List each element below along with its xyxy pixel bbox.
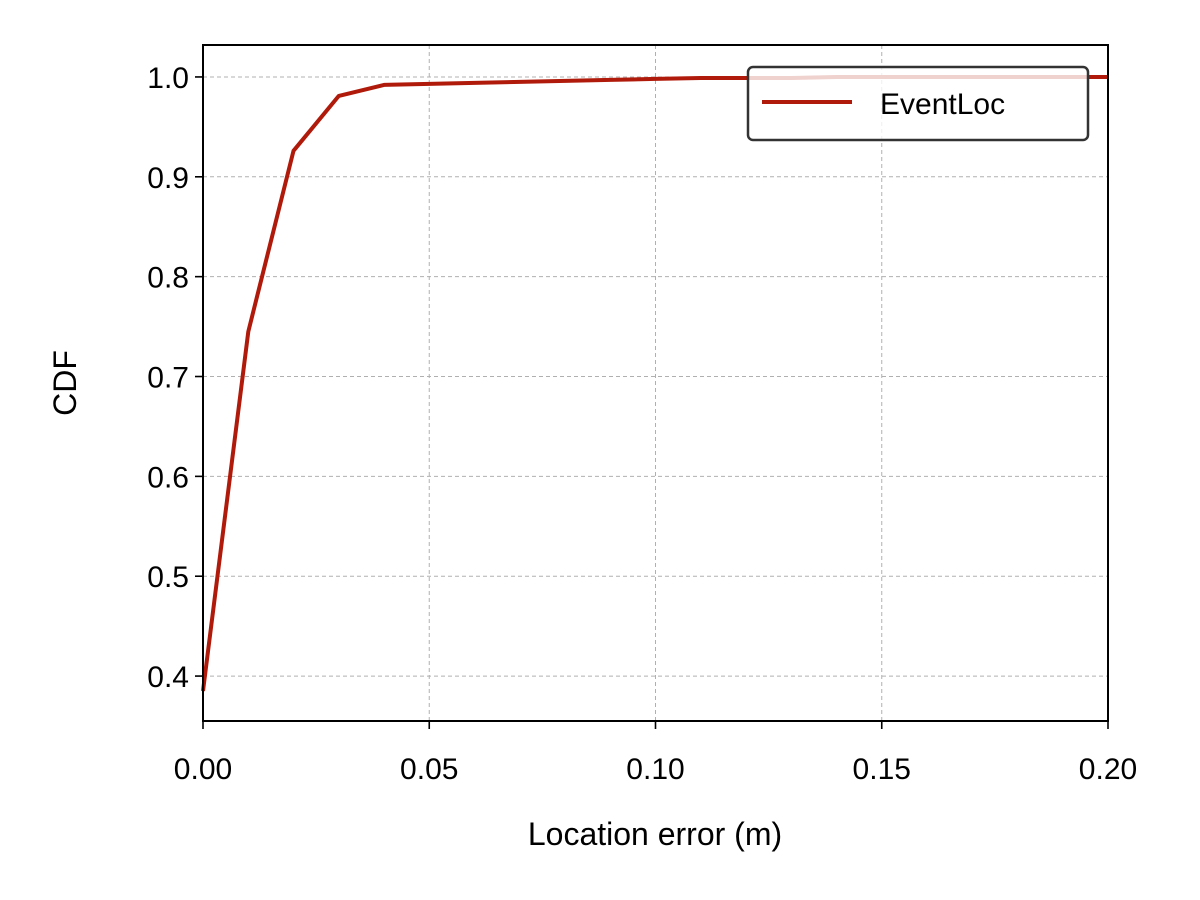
y-axis-title: CDF	[47, 350, 83, 416]
x-tick-label: 0.20	[1079, 753, 1137, 786]
y-tick-label: 0.5	[147, 561, 189, 594]
x-tick-label: 0.10	[626, 753, 684, 786]
y-tick-label: 0.4	[147, 661, 189, 694]
y-tick-label: 0.7	[147, 362, 189, 395]
y-tick-label: 0.8	[147, 262, 189, 295]
x-tick-label: 0.05	[400, 753, 458, 786]
legend-box	[746, 65, 1090, 142]
legend-label-eventloc: EventLoc	[880, 88, 1005, 121]
x-axis-title: Location error (m)	[528, 816, 782, 852]
grid	[202, 45, 1109, 721]
legend: EventLoc	[746, 65, 1090, 142]
y-tick-label: 0.9	[147, 162, 189, 195]
y-tick-label: 1.0	[147, 62, 189, 95]
x-tick-label: 0.00	[174, 753, 232, 786]
x-tick-label: 0.15	[853, 753, 911, 786]
ticks: 0.00 0.05 0.10 0.15 0.20 0.4 0.5 0.6 0.7 0.8 0.9 1.…	[147, 62, 1137, 786]
y-tick-label: 0.6	[147, 461, 189, 494]
